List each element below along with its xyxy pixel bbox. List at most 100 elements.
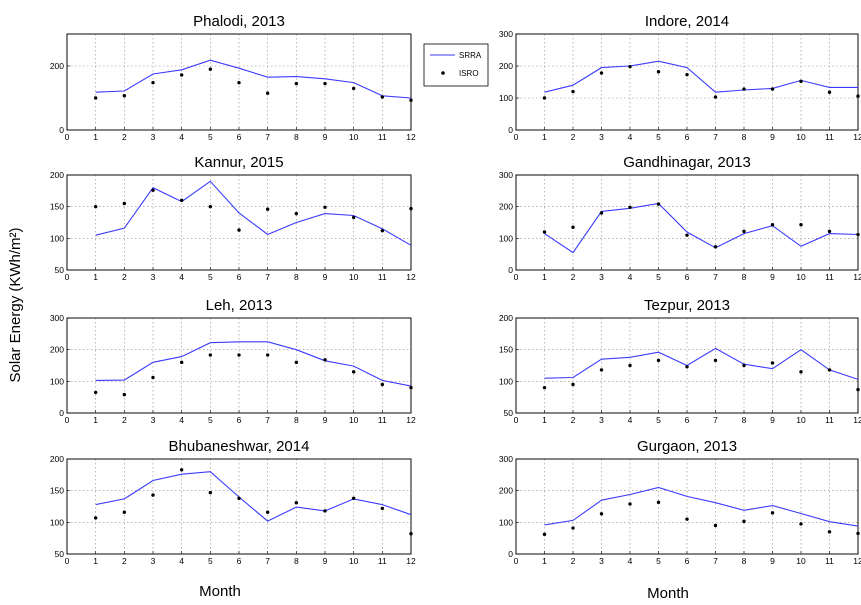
plot-border bbox=[66, 174, 412, 271]
x-tick-label: 4 bbox=[179, 415, 184, 425]
isro-point bbox=[628, 64, 632, 69]
plot-border bbox=[515, 33, 859, 131]
x-tick-label: 10 bbox=[349, 132, 359, 142]
chart-panel: 0 1 2 3 4 5 6 7 8 9 10 11 1250100150200Bhubaneshwar,… bbox=[50, 438, 416, 566]
x-tick-label: 6 bbox=[237, 415, 242, 425]
isro-point bbox=[770, 511, 775, 515]
chart-title: Indore, 2014 bbox=[645, 13, 729, 30]
y-tick-label: 100 bbox=[50, 233, 64, 243]
isro-point bbox=[323, 358, 327, 362]
isro-point bbox=[571, 89, 575, 94]
chart-title: Gurgaon, 2013 bbox=[637, 438, 737, 455]
isro-point bbox=[827, 530, 832, 534]
isro-point bbox=[713, 95, 718, 99]
legend-isro-swatch bbox=[441, 71, 445, 75]
isro-point bbox=[713, 245, 718, 249]
isro-point bbox=[122, 201, 127, 206]
x-tick-label: 10 bbox=[796, 556, 806, 566]
x-tick-label: 6 bbox=[237, 132, 242, 142]
x-tick-label: 3 bbox=[151, 415, 156, 425]
x-tick-label: 11 bbox=[378, 272, 387, 282]
isro-point bbox=[713, 358, 718, 363]
x-tick-label: 4 bbox=[179, 272, 184, 282]
isro-point bbox=[856, 94, 860, 98]
chart-title: Kannur, 2015 bbox=[194, 154, 283, 171]
y-tick-label: 0 bbox=[508, 125, 513, 135]
legend-isro-label: ISRO bbox=[459, 69, 479, 78]
x-tick-label: 4 bbox=[179, 556, 184, 566]
x-tick-label: 7 bbox=[265, 556, 270, 566]
isro-point bbox=[742, 229, 746, 234]
x-tick-label: 0 bbox=[514, 556, 519, 566]
x-tick-label: 1 bbox=[542, 415, 547, 425]
y-tick-label: 0 bbox=[59, 125, 64, 135]
y-tick-label: 100 bbox=[499, 233, 513, 243]
x-axis-label-right: Month bbox=[647, 585, 689, 602]
srra-line bbox=[544, 347, 859, 380]
isro-point bbox=[237, 80, 241, 85]
isro-point bbox=[151, 375, 155, 380]
isro-point bbox=[770, 87, 775, 91]
x-tick-label: 8 bbox=[294, 272, 299, 282]
x-tick-label: 7 bbox=[713, 132, 718, 142]
y-tick-label: 150 bbox=[499, 345, 513, 355]
isro-point bbox=[380, 229, 385, 233]
isro-point bbox=[351, 496, 356, 500]
isro-point bbox=[151, 493, 155, 497]
x-tick-label: 6 bbox=[685, 132, 690, 142]
x-tick-label: 2 bbox=[122, 132, 127, 142]
isro-point bbox=[380, 382, 385, 387]
isro-point bbox=[208, 204, 213, 209]
isro-point bbox=[351, 215, 356, 220]
isro-point bbox=[599, 368, 604, 372]
x-tick-label: 9 bbox=[323, 556, 328, 566]
y-tick-label: 100 bbox=[499, 376, 513, 386]
isro-point bbox=[628, 205, 632, 209]
isro-point bbox=[599, 71, 604, 75]
isro-point bbox=[93, 390, 98, 395]
isro-point bbox=[179, 198, 184, 203]
isro-point bbox=[656, 358, 661, 363]
x-tick-label: 2 bbox=[571, 556, 576, 566]
x-tick-label: 10 bbox=[796, 272, 806, 282]
srra-line bbox=[544, 60, 858, 93]
x-tick-label: 1 bbox=[93, 272, 98, 282]
plot-border bbox=[515, 174, 859, 271]
y-tick-label: 50 bbox=[55, 549, 65, 559]
x-tick-label: 2 bbox=[571, 415, 576, 425]
y-tick-label: 200 bbox=[50, 170, 64, 180]
x-tick-label: 5 bbox=[656, 415, 661, 425]
x-tick-label: 8 bbox=[742, 415, 747, 425]
plot-border bbox=[66, 33, 412, 131]
x-tick-label: 6 bbox=[237, 272, 242, 282]
x-tick-label: 12 bbox=[406, 132, 416, 142]
x-tick-label: 3 bbox=[599, 415, 604, 425]
isro-point bbox=[685, 365, 689, 369]
x-tick-label: 5 bbox=[208, 415, 213, 425]
x-tick-label: 1 bbox=[542, 132, 547, 142]
x-tick-label: 11 bbox=[378, 556, 387, 566]
x-tick-label: 3 bbox=[151, 556, 156, 566]
isro-point bbox=[685, 72, 689, 77]
isro-point bbox=[856, 232, 860, 237]
x-tick-label: 7 bbox=[265, 132, 270, 142]
x-tick-label: 12 bbox=[406, 415, 416, 425]
x-tick-label: 6 bbox=[237, 556, 242, 566]
plot-area bbox=[66, 458, 412, 555]
isro-point bbox=[179, 468, 184, 472]
isro-point bbox=[599, 211, 604, 215]
x-tick-label: 4 bbox=[628, 272, 633, 282]
isro-point bbox=[294, 211, 299, 216]
plot-area bbox=[515, 174, 859, 271]
x-tick-label: 10 bbox=[796, 415, 806, 425]
x-tick-label: 5 bbox=[656, 556, 661, 566]
x-tick-label: 11 bbox=[825, 132, 834, 142]
isro-point bbox=[799, 522, 803, 526]
isro-point bbox=[122, 510, 127, 514]
isro-point bbox=[151, 80, 155, 85]
x-tick-label: 9 bbox=[323, 272, 328, 282]
